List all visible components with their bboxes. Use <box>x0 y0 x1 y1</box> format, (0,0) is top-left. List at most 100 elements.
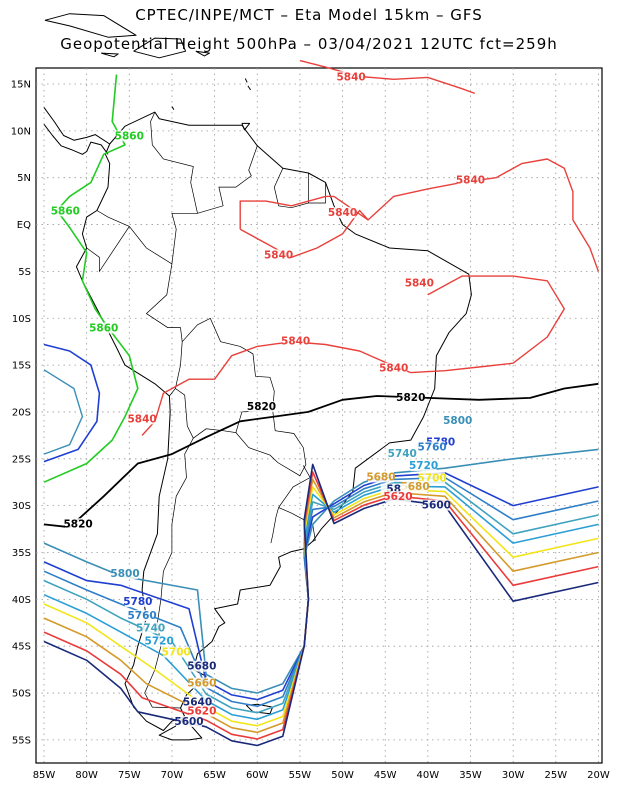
lon-tick-label: 85W <box>33 770 56 781</box>
contour-label: 5800 <box>443 415 472 427</box>
lon-tick-label: 70W <box>161 770 184 781</box>
contour-label-backing <box>184 696 211 708</box>
lat-tick-label: 25S <box>12 454 31 465</box>
lon-tick-label: 40W <box>417 770 440 781</box>
contour-label: 5780 <box>123 596 152 608</box>
contour-label-backing <box>163 646 190 658</box>
contour-5840 <box>239 195 369 258</box>
contour-5800 <box>43 369 84 455</box>
contour-labels: 5840 5840 5840 5840 5840 5840 5840 5840 5860 5860… <box>51 71 485 728</box>
contour-label: 5840 <box>336 71 365 83</box>
lon-tick-label: 75W <box>118 770 141 781</box>
contour-label: 5820 <box>247 401 276 413</box>
contour-label: 5840 <box>281 336 310 348</box>
contour-label: 5840 <box>328 207 357 219</box>
lat-tick-label: 5N <box>17 173 31 184</box>
lon-tick-label: 50W <box>331 770 354 781</box>
contour-label: 5680 <box>400 481 429 493</box>
lon-tick-label: 25W <box>544 770 567 781</box>
contour-5820 <box>43 382 599 529</box>
lat-tick-label: 10S <box>12 314 31 325</box>
coastline <box>44 13 137 38</box>
height-contours <box>43 59 600 747</box>
contour-label: 5760 <box>417 441 446 453</box>
contour-label-backing <box>423 499 450 511</box>
contour-label: 5860 <box>51 205 80 217</box>
lat-tick-label: 30S <box>12 501 31 512</box>
lat-tick-label: EQ <box>17 220 31 231</box>
contour-5840 <box>141 275 565 436</box>
country-border <box>96 111 198 265</box>
lon-tick-label: 60W <box>246 770 269 781</box>
lat-tick-label: 40S <box>12 595 31 606</box>
contour-label: 5840 <box>379 363 408 375</box>
contour-label: 5840 <box>405 277 434 289</box>
lat-tick-label: 15N <box>11 80 31 91</box>
contour-label: 5640 <box>183 696 212 708</box>
coastline <box>75 111 472 731</box>
graticule <box>36 68 602 763</box>
lat-tick-label: 15S <box>12 361 31 372</box>
contour-5840 <box>299 59 476 95</box>
contour-label: 5820 <box>64 518 93 530</box>
contour-label-backing <box>137 622 164 634</box>
lat-tick-label: 20S <box>12 407 31 418</box>
contour-label-backing <box>397 391 424 403</box>
contour-label: 5840 <box>456 174 485 186</box>
contour-label-backing <box>112 567 139 579</box>
contour-label: 5720 <box>145 635 174 647</box>
contour-label-backing <box>188 705 215 717</box>
axis-tick-labels: 85W 80W 75W 70W 65W 60W 55W 50W 45W 40W 35W 30W 25W 2… <box>11 80 610 782</box>
contour-label-backing <box>338 71 365 83</box>
contour-label-backing <box>419 472 446 484</box>
contour-label-backing <box>129 413 156 425</box>
contour-label-backing <box>188 677 215 689</box>
lon-tick-label: 20W <box>587 770 610 781</box>
lon-tick-label: 45W <box>374 770 397 781</box>
contour-label-backing <box>265 249 292 261</box>
contour-label-backing <box>52 205 79 217</box>
contour-label: 5680 <box>187 661 216 673</box>
coastline <box>133 37 187 59</box>
contour-label: 5820 <box>396 392 425 404</box>
contour-label-backing <box>188 660 215 672</box>
country-border <box>273 168 309 209</box>
country-border <box>175 317 275 439</box>
contour-label: 5740 <box>136 622 165 634</box>
country-border <box>197 145 258 214</box>
contour-label-backing <box>176 715 203 727</box>
contour-label-backing <box>402 480 429 492</box>
coastline <box>43 123 109 155</box>
lon-tick-label: 30W <box>502 770 525 781</box>
contour-label-backing <box>124 596 151 608</box>
contour-label-backing <box>410 460 437 472</box>
lat-tick-label: 10N <box>11 126 31 137</box>
contour-label: 5620 <box>187 706 216 718</box>
contour-label-backing <box>329 207 356 219</box>
lat-tick-label: 45S <box>12 642 31 653</box>
coastline <box>195 50 210 57</box>
contour-label-backing <box>146 635 173 647</box>
contour-label: 5620 <box>383 491 412 503</box>
contour-label-backing <box>457 174 484 186</box>
contour-5840 <box>367 158 600 272</box>
contour-label-backing <box>367 471 394 483</box>
lon-tick-label: 55W <box>289 770 312 781</box>
contour-label: 5760 <box>127 610 156 622</box>
lon-tick-label: 35W <box>459 770 482 781</box>
contour-label: 5860 <box>115 130 144 142</box>
country-border <box>145 263 183 397</box>
coastline <box>43 107 110 145</box>
contour-label-backing <box>248 401 275 413</box>
contour-label-backing <box>90 322 117 334</box>
contour-label: 5700 <box>162 647 191 659</box>
contour-label-backing <box>444 415 471 427</box>
contour-label: 5860 <box>89 322 118 334</box>
coastlines-and-borders <box>43 13 472 741</box>
contour-label: 5840 <box>127 413 156 425</box>
contour-label: 5680 <box>366 471 395 483</box>
contour-label: 5840 <box>264 249 293 261</box>
coastline <box>241 122 251 131</box>
lat-tick-label: 55S <box>12 735 31 746</box>
title-line-1: CPTEC/INPE/MCT – Eta Model 15km – GFS <box>135 6 483 24</box>
